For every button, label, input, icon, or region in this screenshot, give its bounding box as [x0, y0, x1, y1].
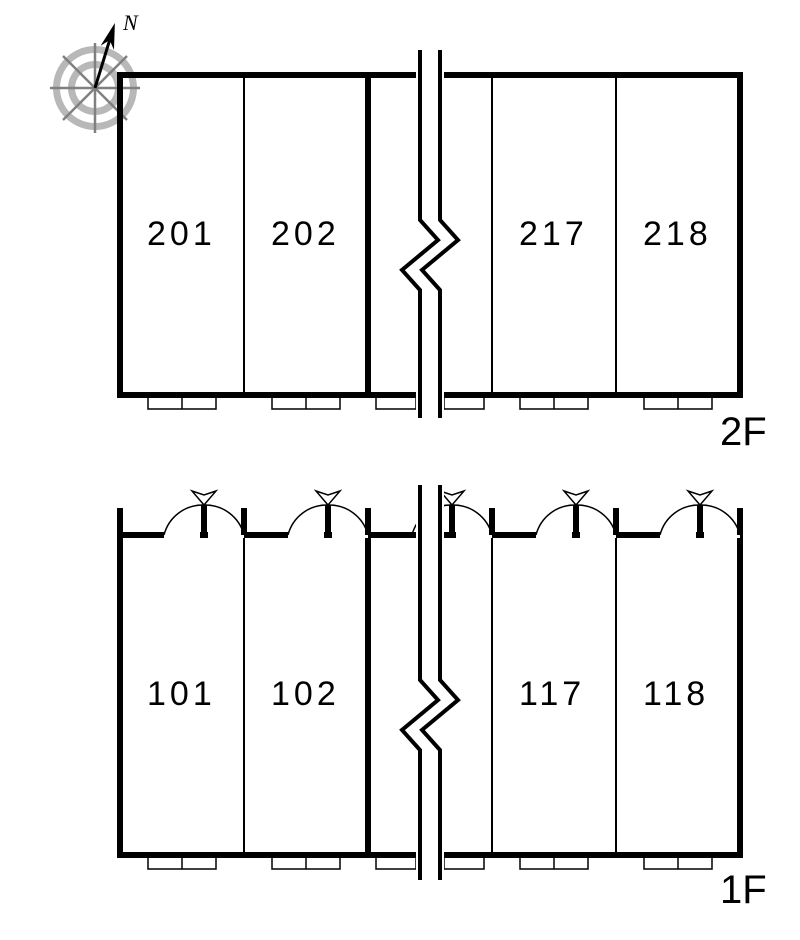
floor-1f	[0, 0, 800, 940]
floor-plan-diagram: N 201 202 217 218 2F	[0, 0, 800, 940]
floor-label-1f: 1F	[720, 868, 767, 913]
unit-label: 102	[271, 675, 340, 714]
unit-label: 117	[519, 675, 585, 714]
unit-label: 101	[147, 675, 216, 714]
unit-label: 118	[643, 675, 709, 714]
